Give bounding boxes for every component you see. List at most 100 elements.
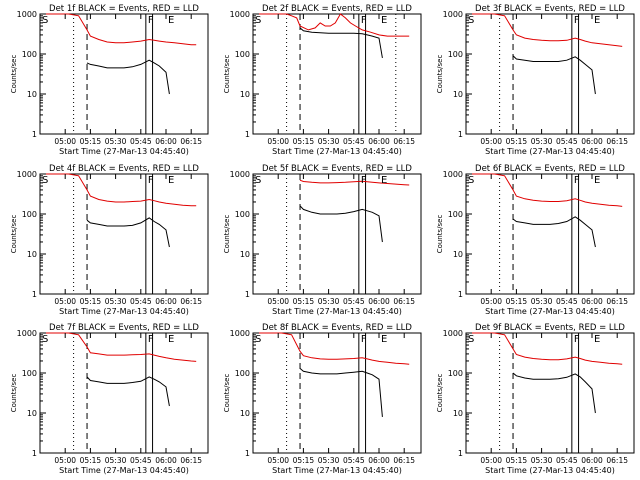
marker-label-e: E [594, 15, 600, 26]
y-tick-label: 1 [245, 130, 250, 139]
x-tick-label: 06:15 [606, 456, 628, 465]
y-axis-label: Counts/sec [436, 374, 444, 413]
y-axis-label: Counts/sec [223, 55, 231, 94]
y-tick-label: 1 [458, 449, 463, 458]
chart-title: Det 5f BLACK = Events, RED = LLD [262, 164, 412, 174]
chart-panel-7: 1 10 100 1000 05:00 05:15 05:30 05:45 06:00 06:15… [10, 323, 209, 475]
y-tick-label: 100 [448, 369, 463, 378]
plot-frame [465, 173, 635, 295]
x-tick-label: 06:00 [155, 137, 177, 146]
chart-panel-6: 1 10 100 1000 05:00 05:15 05:30 05:45 06:00 06:15… [436, 164, 635, 316]
y-tick-label: 10 [240, 90, 250, 99]
marker-label-e: E [168, 334, 174, 345]
chart-title: Det 7f BLACK = Events, RED = LLD [49, 323, 199, 333]
x-tick-label: 06:00 [155, 456, 177, 465]
x-axis-label: Start Time (27-Mar-13 04:45:40) [485, 307, 615, 316]
marker-label-f: F [148, 175, 154, 186]
x-tick-label: 06:15 [606, 297, 628, 306]
chart-panel-1: 1 10 100 1000 05:00 05:15 05:30 05:45 06:00 06:15… [10, 4, 209, 156]
chart-panel-2: 1 10 100 1000 05:00 05:15 05:30 05:45 06:00 06:15… [223, 4, 422, 156]
chart-panel-9: 1 10 100 1000 05:00 05:15 05:30 05:45 06:00 06:15… [436, 323, 635, 475]
chart-title: Det 6f BLACK = Events, RED = LLD [475, 164, 625, 174]
marker-label-s: S [255, 15, 261, 26]
y-tick-label: 100 [22, 50, 37, 59]
lld-series-line [466, 173, 623, 207]
y-axis-label: Counts/sec [223, 374, 231, 413]
lld-series-line [40, 332, 197, 362]
x-tick-label: 05:30 [105, 137, 127, 146]
x-axis-label: Start Time (27-Mar-13 04:45:40) [272, 466, 402, 475]
y-tick-label: 1000 [230, 10, 250, 19]
marker-label-f: F [574, 334, 580, 345]
x-tick-label: 06:00 [368, 297, 390, 306]
x-axis-label: Start Time (27-Mar-13 04:45:40) [485, 147, 615, 156]
events-series-line [86, 217, 170, 248]
y-tick-label: 10 [27, 409, 37, 418]
chart-title: Det 4f BLACK = Events, RED = LLD [49, 164, 199, 174]
x-tick-label: 05:30 [531, 137, 553, 146]
x-tick-label: 05:30 [318, 456, 340, 465]
x-tick-label: 05:00 [267, 137, 289, 146]
chart-panel-5: 1 10 100 1000 05:00 05:15 05:30 05:45 06:00 06:15… [223, 164, 422, 316]
chart-title: Det 1f BLACK = Events, RED = LLD [49, 4, 199, 14]
lld-series-line [40, 173, 197, 207]
events-series-line [86, 376, 170, 407]
y-axis-label: Counts/sec [223, 215, 231, 254]
x-tick-label: 06:00 [368, 137, 390, 146]
plot-frame [39, 332, 209, 454]
x-tick-label: 05:45 [343, 137, 365, 146]
marker-label-e: E [594, 334, 600, 345]
y-tick-label: 1000 [230, 329, 250, 338]
x-tick-label: 05:00 [267, 297, 289, 306]
x-tick-label: 05:30 [531, 297, 553, 306]
chart-panel-8: 1 10 100 1000 05:00 05:15 05:30 05:45 06:00 06:15… [223, 323, 422, 475]
x-tick-label: 05:15 [506, 137, 528, 146]
y-tick-label: 1 [458, 290, 463, 299]
lld-series-line [253, 332, 410, 365]
chart-title: Det 3f BLACK = Events, RED = LLD [475, 4, 625, 14]
chart-panel-4: 1 10 100 1000 05:00 05:15 05:30 05:45 06:00 06:15… [10, 164, 209, 316]
y-tick-label: 10 [453, 409, 463, 418]
y-axis-label: Counts/sec [10, 215, 18, 254]
marker-label-s: S [468, 334, 474, 345]
y-tick-label: 1000 [17, 10, 37, 19]
x-tick-label: 05:45 [343, 456, 365, 465]
marker-label-s: S [42, 175, 48, 186]
y-tick-label: 1 [245, 449, 250, 458]
y-tick-label: 1000 [443, 10, 463, 19]
plot-frame [252, 173, 422, 295]
x-tick-label: 05:00 [480, 137, 502, 146]
x-tick-label: 06:15 [180, 137, 202, 146]
x-axis-label: Start Time (27-Mar-13 04:45:40) [59, 466, 189, 475]
x-tick-label: 05:00 [480, 456, 502, 465]
y-axis-label: Counts/sec [10, 55, 18, 94]
x-tick-label: 05:15 [80, 137, 102, 146]
x-axis-label: Start Time (27-Mar-13 04:45:40) [485, 466, 615, 475]
x-tick-label: 05:30 [318, 297, 340, 306]
x-tick-label: 05:00 [54, 297, 76, 306]
marker-label-f: F [574, 175, 580, 186]
marker-label-s: S [255, 334, 261, 345]
y-tick-label: 1000 [230, 170, 250, 179]
x-tick-label: 05:15 [293, 456, 315, 465]
events-series-line [512, 372, 596, 414]
x-tick-label: 05:45 [556, 456, 578, 465]
x-tick-label: 05:30 [105, 456, 127, 465]
y-tick-label: 10 [27, 90, 37, 99]
y-tick-label: 1 [245, 290, 250, 299]
y-tick-label: 1000 [443, 329, 463, 338]
events-series-line [299, 205, 383, 243]
x-tick-label: 05:00 [480, 297, 502, 306]
y-tick-label: 10 [240, 409, 250, 418]
x-tick-label: 06:00 [155, 297, 177, 306]
y-tick-label: 100 [235, 50, 250, 59]
marker-label-e: E [381, 175, 387, 186]
x-axis-label: Start Time (27-Mar-13 04:45:40) [59, 307, 189, 316]
chart-title: Det 2f BLACK = Events, RED = LLD [262, 4, 412, 14]
plot-frame [252, 332, 422, 454]
x-axis-label: Start Time (27-Mar-13 04:45:40) [59, 147, 189, 156]
y-tick-label: 1 [32, 290, 37, 299]
plot-frame [39, 173, 209, 295]
x-tick-label: 06:15 [180, 456, 202, 465]
